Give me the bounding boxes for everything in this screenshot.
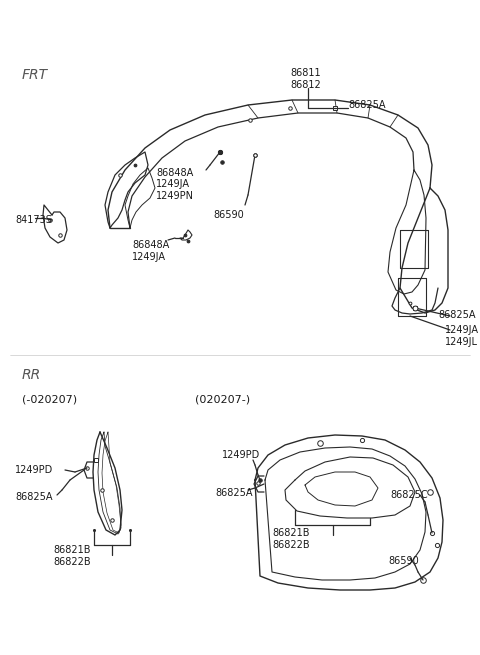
Text: 86848A: 86848A bbox=[156, 168, 193, 178]
Text: 86825A: 86825A bbox=[348, 100, 385, 110]
Text: 1249PD: 1249PD bbox=[222, 450, 260, 460]
Text: 86821B
86822B: 86821B 86822B bbox=[272, 528, 310, 550]
Text: 86825C: 86825C bbox=[390, 490, 428, 500]
Text: 86848A
1249JA: 86848A 1249JA bbox=[132, 240, 169, 263]
Text: (-020207): (-020207) bbox=[22, 395, 77, 405]
Text: 84173S: 84173S bbox=[15, 215, 52, 225]
Text: 1249PD: 1249PD bbox=[15, 465, 53, 475]
Text: 86590: 86590 bbox=[388, 556, 419, 566]
Text: 86821B
86822B: 86821B 86822B bbox=[53, 545, 91, 567]
Text: RR: RR bbox=[22, 368, 41, 382]
Text: (020207-): (020207-) bbox=[195, 395, 250, 405]
Text: 86825A: 86825A bbox=[15, 492, 52, 502]
Text: 86590: 86590 bbox=[213, 210, 244, 220]
Text: 86825A: 86825A bbox=[438, 310, 476, 320]
Text: 1249JA
1249PN: 1249JA 1249PN bbox=[156, 179, 194, 201]
Text: FRT: FRT bbox=[22, 68, 48, 82]
Text: 1249JA
1249JL: 1249JA 1249JL bbox=[445, 325, 479, 347]
Text: 86811
86812: 86811 86812 bbox=[290, 68, 321, 90]
Text: 86825A: 86825A bbox=[215, 488, 252, 498]
